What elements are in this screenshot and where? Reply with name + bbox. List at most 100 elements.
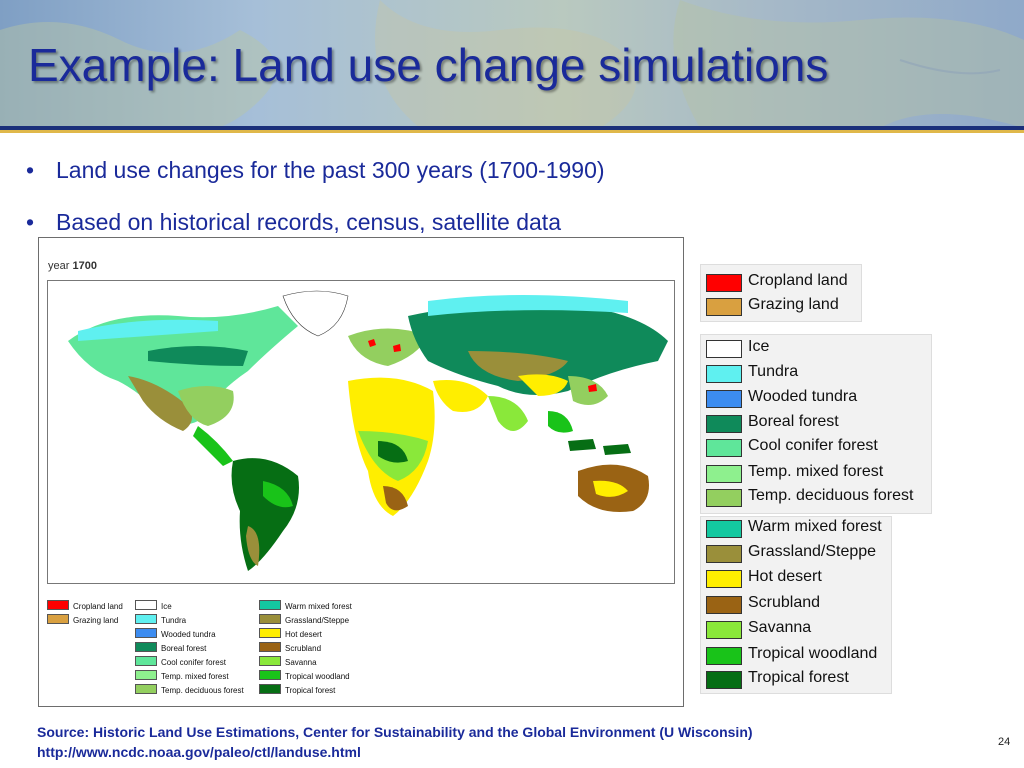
- bullet-list: • Land use changes for the past 300 years…: [26, 152, 605, 256]
- legend-swatch: [135, 628, 157, 638]
- legend-label: Tropical woodland: [748, 645, 878, 662]
- legend-swatch: [259, 656, 281, 666]
- year-label: year 1700: [48, 260, 97, 272]
- legend-swatch: [706, 647, 742, 665]
- legend-swatch: [135, 614, 157, 624]
- legend-swatch: [259, 600, 281, 610]
- legend-swatch: [706, 439, 742, 457]
- legend-label: Cool conifer forest: [161, 658, 226, 667]
- page-number: 24: [998, 736, 1011, 748]
- legend-label: Scrubland: [285, 644, 322, 653]
- legend-label: Grassland/Steppe: [285, 616, 350, 625]
- source-citation: Source: Historic Land Use Estimations, C…: [37, 722, 753, 762]
- small-legend-item: Temp. mixed forest: [135, 670, 229, 682]
- legend-label: Savanna: [285, 658, 317, 667]
- land-use-legend: Cropland land Grazing land Ice Tundra Wo…: [700, 262, 936, 694]
- legend-swatch: [259, 614, 281, 624]
- legend-swatch: [135, 670, 157, 680]
- legend-label: Tropical forest: [285, 686, 336, 695]
- legend-label: Tundra: [748, 363, 799, 380]
- legend-swatch: [706, 365, 742, 383]
- legend-label: Savanna: [748, 619, 812, 636]
- small-legend-item: Hot desert: [259, 628, 322, 640]
- legend-label: Warm mixed forest: [285, 602, 352, 611]
- small-legend-item: Grazing land: [47, 614, 118, 626]
- legend-label: Wooded tundra: [748, 388, 858, 405]
- legend-label: Tundra: [161, 616, 187, 625]
- legend-swatch: [47, 600, 69, 610]
- small-legend-item: Wooded tundra: [135, 628, 216, 640]
- source-text: Source: Historic Land Use Estimations, C…: [37, 724, 753, 740]
- legend-swatch: [706, 390, 742, 408]
- legend-label: Boreal forest: [748, 413, 839, 430]
- legend-label: Grazing land: [73, 616, 119, 625]
- small-legend-item: Boreal forest: [135, 642, 206, 654]
- bullet-glyph: •: [26, 157, 35, 183]
- small-legend-item: Warm mixed forest: [259, 600, 352, 612]
- bullet-text: Based on historical records, census, sat…: [56, 209, 561, 235]
- map-legend-small: Cropland land Grazing land Ice Tundra Wo…: [47, 600, 677, 700]
- legend-label: Hot desert: [285, 630, 322, 639]
- legend-label: Temp. deciduous forest: [748, 487, 914, 504]
- small-legend-item: Tropical forest: [259, 684, 335, 696]
- legend-label: Cropland land: [73, 602, 123, 611]
- bullet-item: • Based on historical records, census, sa…: [26, 204, 605, 256]
- legend-label: Grassland/Steppe: [748, 543, 877, 560]
- legend-swatch: [706, 489, 742, 507]
- small-legend-item: Tundra: [135, 614, 186, 626]
- year-value: 1700: [72, 260, 97, 272]
- world-map-image: [48, 290, 674, 583]
- legend-swatch: [706, 545, 742, 563]
- legend-swatch: [706, 274, 742, 292]
- legend-label: Tropical forest: [748, 669, 849, 686]
- legend-label: Tropical woodland: [285, 672, 350, 681]
- land-use-map-figure: year 1700: [38, 237, 684, 707]
- small-legend-item: Cool conifer forest: [135, 656, 226, 668]
- year-prefix: year: [48, 260, 70, 272]
- legend-swatch: [135, 656, 157, 666]
- small-legend-item: Cropland land: [47, 600, 123, 612]
- small-legend-item: Grassland/Steppe: [259, 614, 349, 626]
- legend-swatch: [706, 621, 742, 639]
- header-accent-line: [0, 130, 1024, 133]
- small-legend-item: Ice: [135, 600, 172, 612]
- legend-swatch: [706, 671, 742, 689]
- small-legend-item: Tropical woodland: [259, 670, 350, 682]
- legend-swatch: [706, 298, 742, 316]
- legend-swatch: [706, 340, 742, 358]
- legend-label: Temp. mixed forest: [748, 463, 884, 480]
- legend-label: Temp. deciduous forest: [161, 686, 244, 695]
- bullet-item: • Land use changes for the past 300 years…: [26, 152, 605, 204]
- legend-label: Temp. mixed forest: [161, 672, 229, 681]
- legend-swatch: [259, 642, 281, 652]
- legend-label: Ice: [748, 338, 770, 355]
- world-land-use-map: [47, 280, 675, 584]
- legend-swatch: [259, 670, 281, 680]
- source-url: http://www.ncdc.noaa.gov/paleo/ctl/landu…: [37, 744, 361, 760]
- legend-swatch: [706, 415, 742, 433]
- small-legend-item: Savanna: [259, 656, 317, 668]
- legend-swatch: [135, 600, 157, 610]
- bullet-glyph: •: [26, 209, 35, 235]
- header-divider: [0, 126, 1024, 130]
- legend-label: Cool conifer forest: [748, 437, 878, 454]
- legend-label: Wooded tundra: [161, 630, 216, 639]
- legend-swatch: [135, 684, 157, 694]
- legend-swatch: [47, 614, 69, 624]
- legend-label: Cropland land: [748, 272, 848, 289]
- legend-swatch: [706, 520, 742, 538]
- legend-swatch: [259, 684, 281, 694]
- bullet-text: Land use changes for the past 300 years …: [56, 157, 605, 183]
- legend-label: Hot desert: [748, 568, 822, 585]
- legend-label: Ice: [161, 602, 172, 611]
- small-legend-item: Temp. deciduous forest: [135, 684, 244, 696]
- legend-swatch: [706, 465, 742, 483]
- legend-label: Scrubland: [748, 594, 821, 611]
- legend-swatch: [135, 642, 157, 652]
- legend-swatch: [706, 570, 742, 588]
- legend-label: Boreal forest: [161, 644, 207, 653]
- legend-label: Grazing land: [748, 296, 839, 313]
- small-legend-item: Scrubland: [259, 642, 321, 654]
- world-map-banner-image: [0, 0, 1024, 128]
- legend-swatch: [259, 628, 281, 638]
